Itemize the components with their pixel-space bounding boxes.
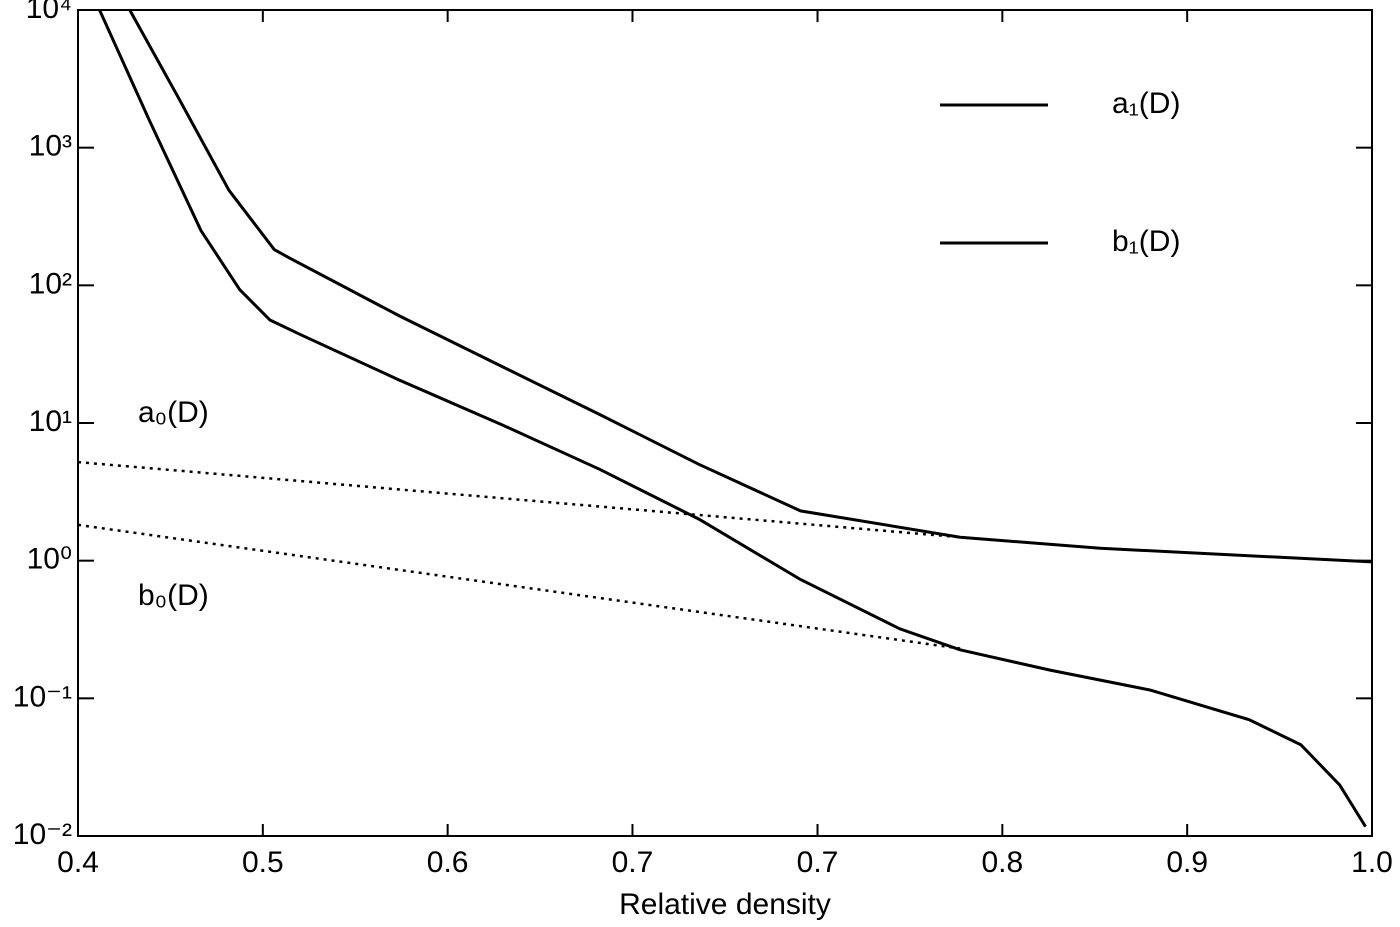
y-tick-label: 10⁻¹ — [13, 680, 72, 713]
plot-frame — [77, 9, 1373, 837]
series-line — [128, 9, 1373, 564]
y-tick-label: 10³ — [29, 130, 72, 163]
x-tick-label: 0.7 — [612, 846, 654, 879]
legend-label: a₁(D) — [1112, 87, 1180, 120]
y-tick-label: 10⁻² — [13, 818, 72, 851]
y-tick-label: 10¹ — [29, 405, 72, 438]
y-tick-label: 10² — [29, 267, 72, 300]
y-tick-label: 10⁴ — [26, 0, 72, 25]
x-tick-label: 0.8 — [981, 846, 1023, 879]
series-annotation: a₀(D) — [138, 396, 209, 429]
legend-label: b₁(D) — [1112, 225, 1180, 258]
series-line — [77, 460, 961, 539]
x-tick-label: 0.7 — [797, 846, 839, 879]
x-tick-label: 0.9 — [1166, 846, 1208, 879]
x-tick-label: 0.6 — [427, 846, 469, 879]
series-annotation: b₀(D) — [138, 579, 209, 612]
y-tick-label: 10⁰ — [27, 543, 72, 576]
series-line — [77, 523, 961, 650]
x-axis-label: Relative density — [619, 888, 831, 921]
x-tick-label: 0.4 — [57, 846, 99, 879]
series-line — [98, 9, 1367, 828]
x-tick-label: 1.0 — [1351, 846, 1393, 879]
x-tick-label: 0.5 — [242, 846, 284, 879]
